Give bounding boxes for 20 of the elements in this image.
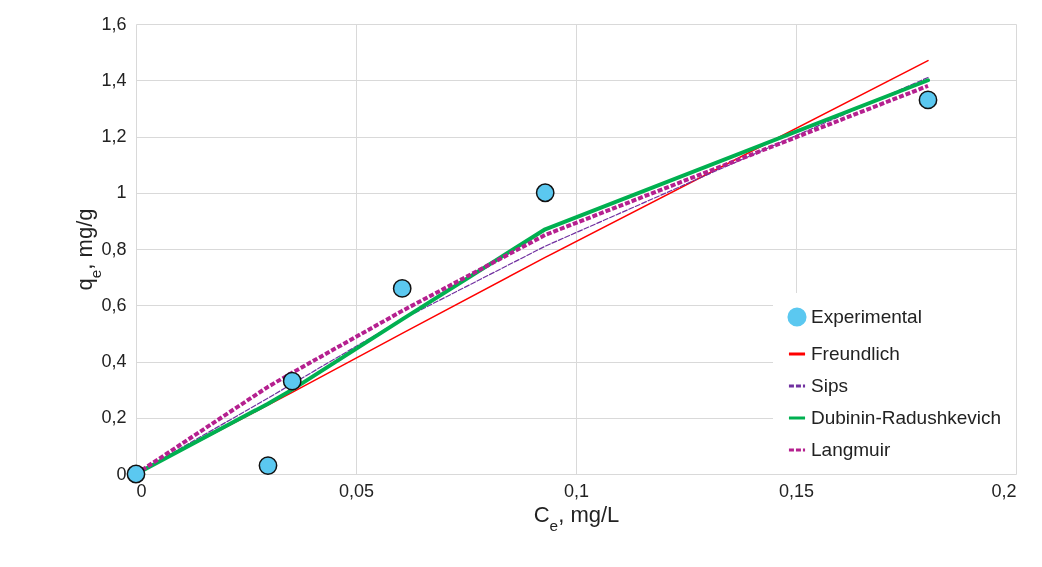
x-tick-label: 0 — [136, 480, 147, 501]
legend-label: Experimental — [811, 306, 922, 327]
y-tick-label: 1,2 — [101, 126, 127, 146]
y-tick-label: 0,2 — [101, 407, 127, 428]
y-tick-label: 0 — [116, 463, 127, 484]
y-tick-label: 0,4 — [101, 351, 127, 371]
legend-label: Freundlich — [811, 343, 900, 364]
y-tick-label: 1 — [116, 182, 127, 203]
legend-label: Langmuir — [811, 439, 891, 460]
y-tick-label: 0,6 — [101, 294, 127, 315]
x-tick-label: 0,15 — [778, 480, 815, 501]
x-tick-label: 0,2 — [991, 480, 1017, 501]
legend-label: Sips — [811, 375, 848, 396]
y-tick-label: 0,8 — [101, 238, 127, 259]
x-tick-label: 0,05 — [338, 480, 375, 501]
y-tick-label: 1,6 — [101, 13, 127, 34]
legend-label: Dubinin-Radushkevich — [811, 407, 1002, 428]
y-tick-label: 1,4 — [101, 69, 127, 90]
x-axis-title: C$_{e}$, mg/L — [533, 501, 620, 533]
x-tick-label: 0,1 — [563, 480, 590, 501]
